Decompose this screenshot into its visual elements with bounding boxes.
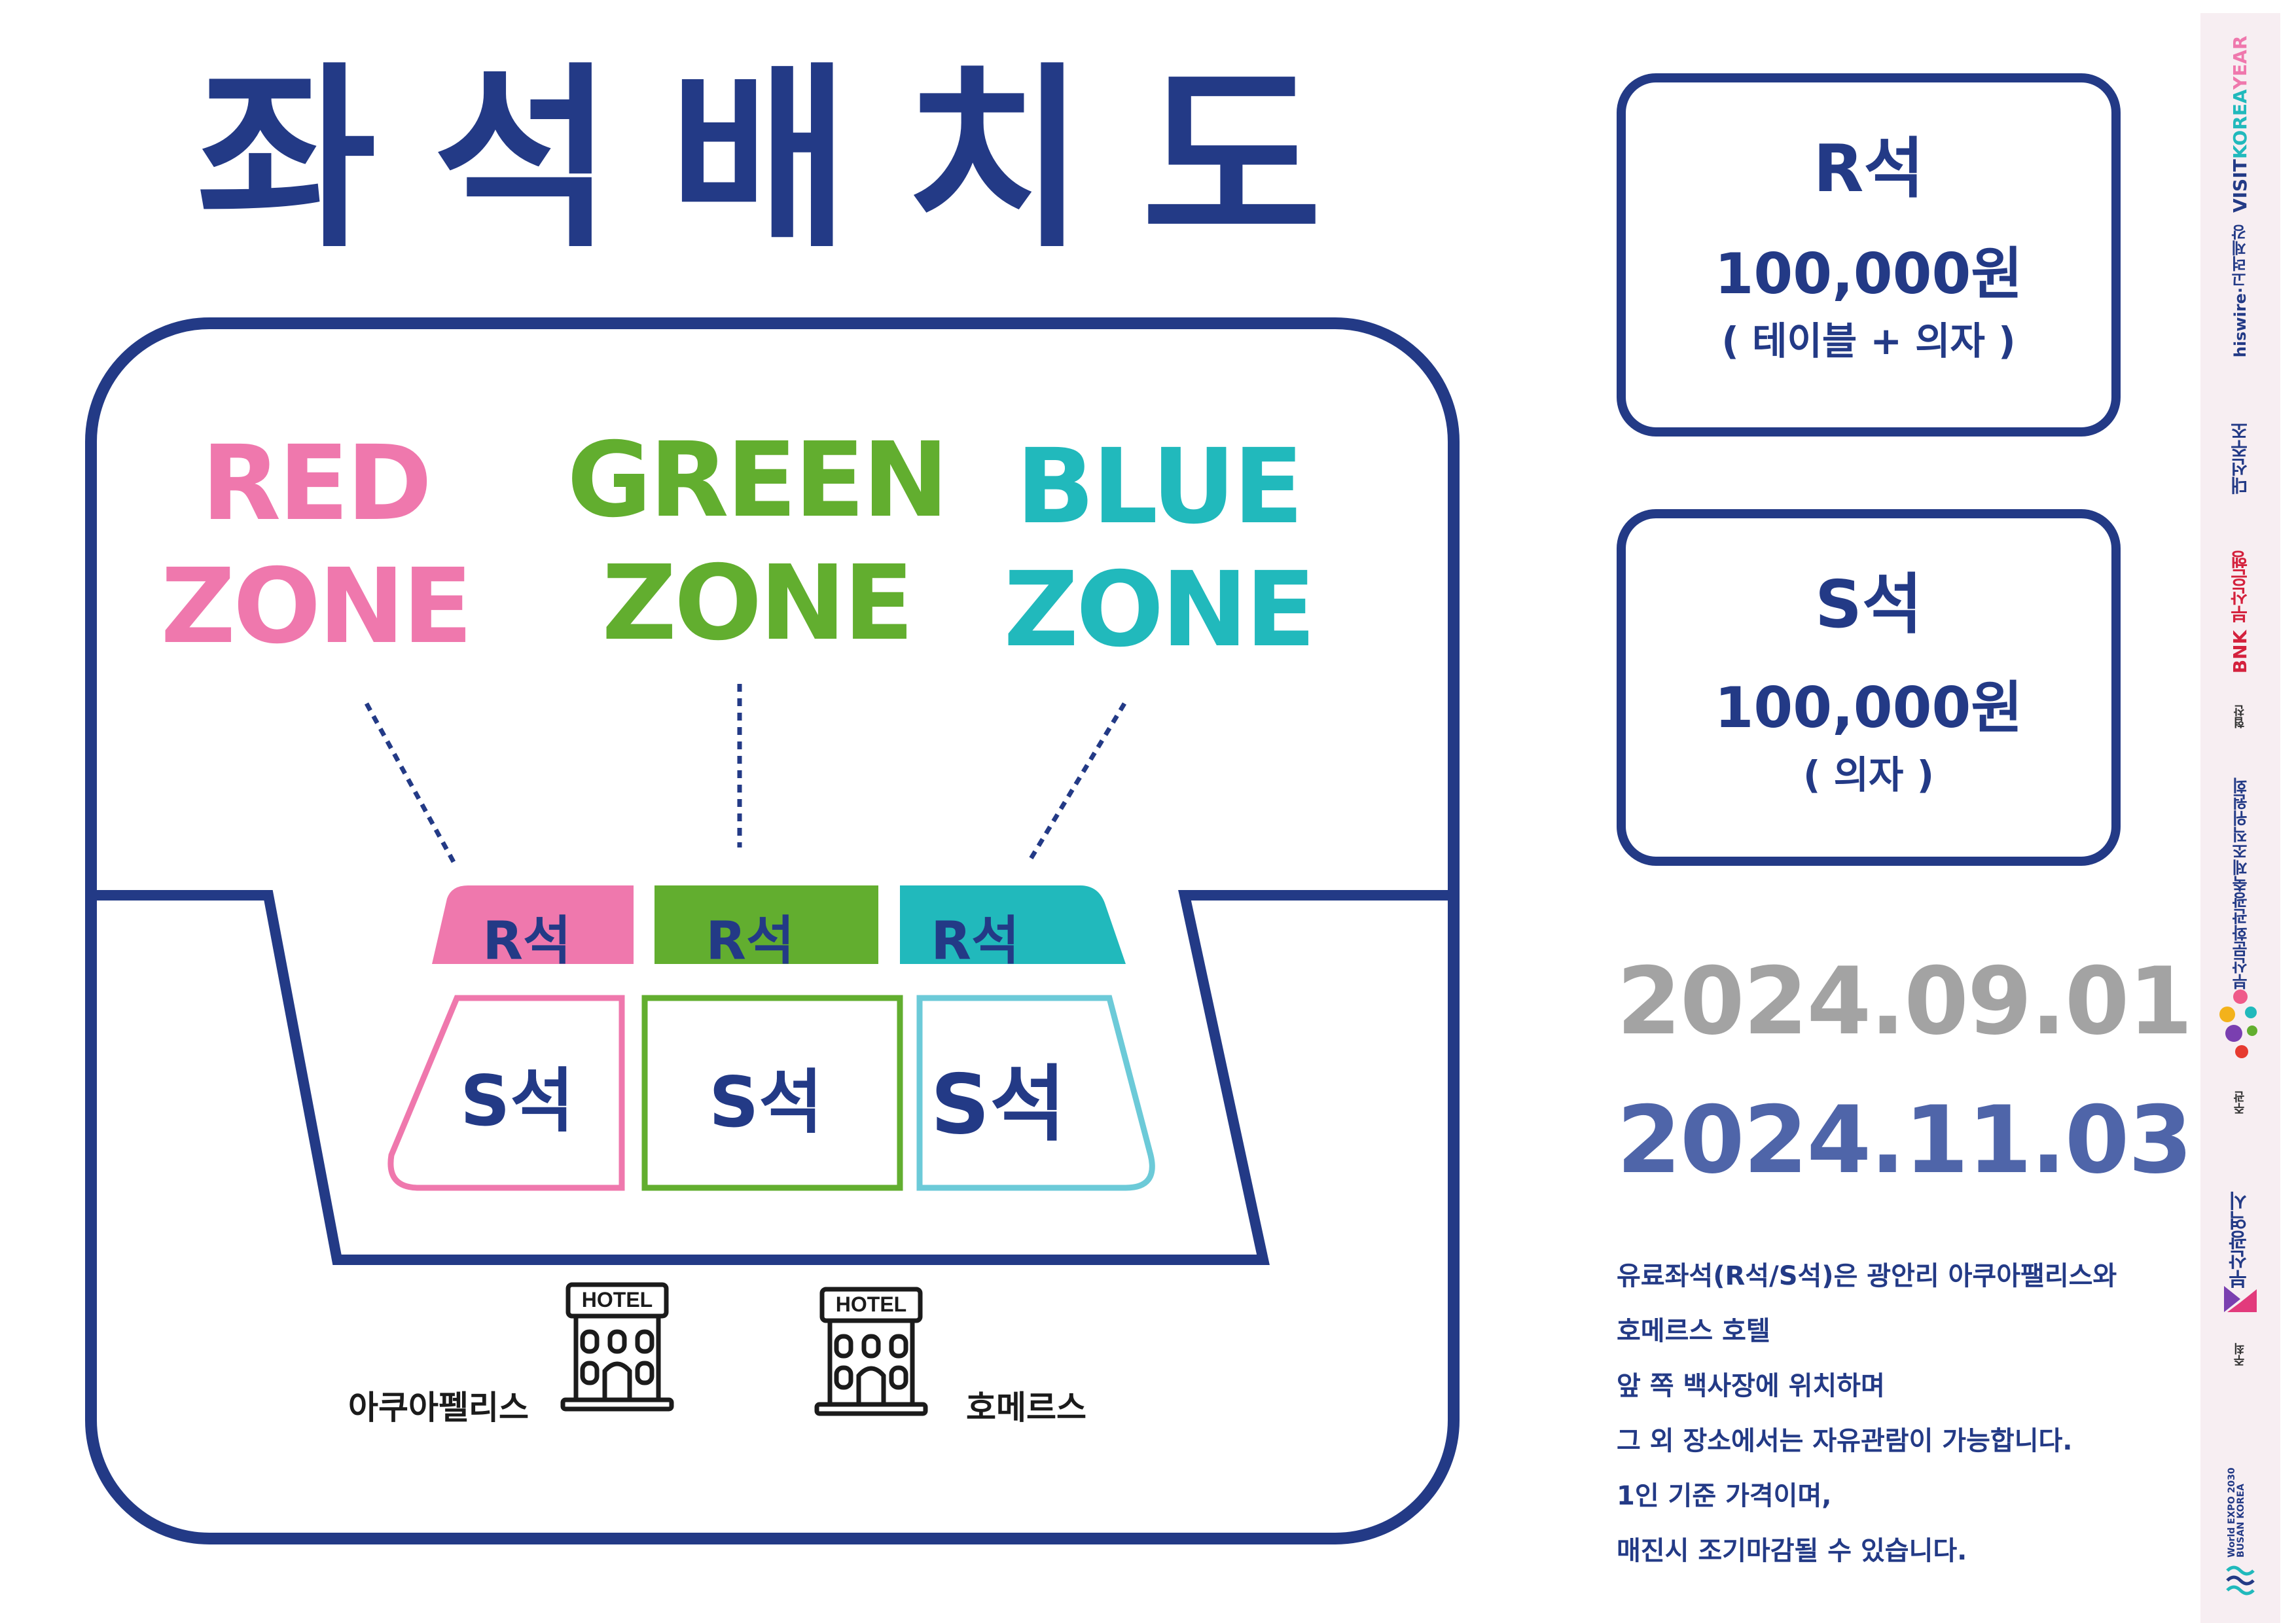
price-r-amount: 100,000원 <box>1714 241 2023 307</box>
bnk-text: BNK 부산은행 <box>2229 550 2251 674</box>
venue-map: HOTEL HOTEL <box>85 317 1460 1544</box>
note-line: 유료좌석(R석/S석)은 광안리 아쿠아팰리스와 <box>1617 1261 2117 1291</box>
title-char: 배 <box>669 46 850 274</box>
zone-red-line2: ZONE <box>160 546 473 667</box>
hotel-name-right: 호메르스 <box>966 1389 1086 1427</box>
s-seat-label-red: S석 <box>460 1061 574 1141</box>
hiswire-logo: hiswire·고려제강 <box>2200 216 2280 366</box>
note-line: 앞 쪽 백사장에 위치하며 <box>1617 1371 1885 1401</box>
expo-text: World EXPO 2030 BUSAN KOREA <box>2227 1467 2246 1558</box>
price-r-title: R석 <box>1813 130 1924 207</box>
committee-text: 부산문화관광축제조직위원회 <box>2231 777 2250 990</box>
visit-korea-word: KOREA <box>2229 90 2251 160</box>
connector-blue <box>1029 702 1126 860</box>
hotel-building-icon-left <box>560 1282 674 1412</box>
hotel-name-left: 아쿠아펠리스 <box>348 1389 529 1427</box>
daesun-logo: 대선주조 <box>2200 393 2280 524</box>
s-seat-block-red <box>387 995 625 1191</box>
price-r-desc: ( 테이블 + 의자 ) <box>1721 319 2016 363</box>
title-char: 좌 <box>196 46 377 274</box>
s-seat-block-green <box>641 995 903 1191</box>
title-char: 치 <box>905 46 1086 274</box>
busan-city-mark-icon <box>2200 1273 2280 1319</box>
juchoe-label: 주최 <box>2200 1335 2280 1374</box>
zone-blue-line1: BLUE <box>1016 427 1304 547</box>
committee-logo: 부산문화관광축제조직위원회 <box>2200 777 2280 990</box>
jugwan-label: 주관 <box>2200 1080 2280 1126</box>
visit-korea-logo: VISIT KOREA YEAR <box>2200 35 2280 213</box>
r-seat-label-red: R석 <box>482 910 571 971</box>
r-seat-bar-green <box>655 885 878 964</box>
zone-red-line1: RED <box>201 423 433 544</box>
note-line: 호메르스 호텔 <box>1617 1316 1770 1346</box>
hyeopchan-text: 협찬 <box>2233 705 2247 728</box>
notes: 유료좌석(R석/S석)은 광안리 아쿠아팰리스와 호메르스 호텔 앞 쪽 백사장… <box>1617 1263 2173 1593</box>
price-box-s-seat: S석 100,000원 ( 의자 ) <box>1617 509 2121 866</box>
juchoe-text: 주최 <box>2233 1343 2247 1366</box>
page-title: 좌 석 배 치 도 <box>196 62 1322 259</box>
hiswire-text: hiswire·고려제강 <box>2231 224 2250 358</box>
price-s-title: S석 <box>1814 566 1923 643</box>
zone-label-blue: BLUE ZONE <box>1001 435 1316 662</box>
hotel-building-icon-right <box>814 1287 928 1416</box>
connector-red <box>364 702 456 863</box>
title-char: 석 <box>433 46 613 274</box>
date-end: 2024.11.03 <box>1617 1086 2193 1194</box>
visit-korea-word: YEAR <box>2229 35 2251 90</box>
zone-green-line1: GREEN <box>567 420 948 541</box>
price-box-r-seat: R석 100,000원 ( 테이블 + 의자 ) <box>1617 73 2121 437</box>
s-seat-label-blue: S석 <box>930 1056 1066 1152</box>
date-start: 2024.09.01 <box>1617 948 2193 1056</box>
venue-map-drawing: HOTEL HOTEL <box>85 684 1460 1416</box>
title-char: 도 <box>1141 46 1322 274</box>
expo-wave-icon <box>2200 1558 2280 1603</box>
price-s-desc: ( 의자 ) <box>1803 753 1935 797</box>
hotel-sign-left: HOTEL <box>582 1288 653 1311</box>
bnk-logo: BNK 부산은행 <box>2200 543 2280 681</box>
visit-korea-word: VISIT <box>2229 159 2251 213</box>
beach-area-outline <box>85 890 1460 1265</box>
note-line: 그 외 장소에서는 자유관람이 가능합니다. <box>1617 1426 2073 1456</box>
s-seat-label-green: S석 <box>709 1062 823 1143</box>
committee-dots-icon <box>2200 982 2280 1067</box>
s-seat-block-blue <box>916 995 1155 1191</box>
jugwan-text: 주관 <box>2233 1091 2247 1115</box>
price-s-amount: 100,000원 <box>1714 675 2023 741</box>
r-seat-bar-blue <box>900 885 1126 964</box>
sponsor-sidebar: VISIT KOREA YEAR hiswire·고려제강 대선주조 BNK 부… <box>2200 13 2280 1623</box>
daesun-text: 대선주조 <box>2229 421 2251 495</box>
r-seat-label-green: R석 <box>706 910 795 971</box>
r-seat-bar-red <box>432 885 634 964</box>
zone-label-red: RED ZONE <box>152 432 479 658</box>
zone-label-green: GREEN ZONE <box>554 429 960 655</box>
note-line: 매진시 조기마감될 수 있습니다. <box>1617 1536 1967 1566</box>
expo-logo: World EXPO 2030 BUSAN KOREA <box>2200 1453 2280 1558</box>
hyeopchan-label: 협찬 <box>2200 697 2280 736</box>
r-seat-label-blue: R석 <box>931 910 1020 971</box>
hotel-sign-right: HOTEL <box>836 1293 906 1316</box>
note-line: 1인 기준 가격이며, <box>1617 1481 1832 1511</box>
zone-blue-line2: ZONE <box>1003 550 1316 670</box>
zone-green-line2: ZONE <box>601 543 914 664</box>
